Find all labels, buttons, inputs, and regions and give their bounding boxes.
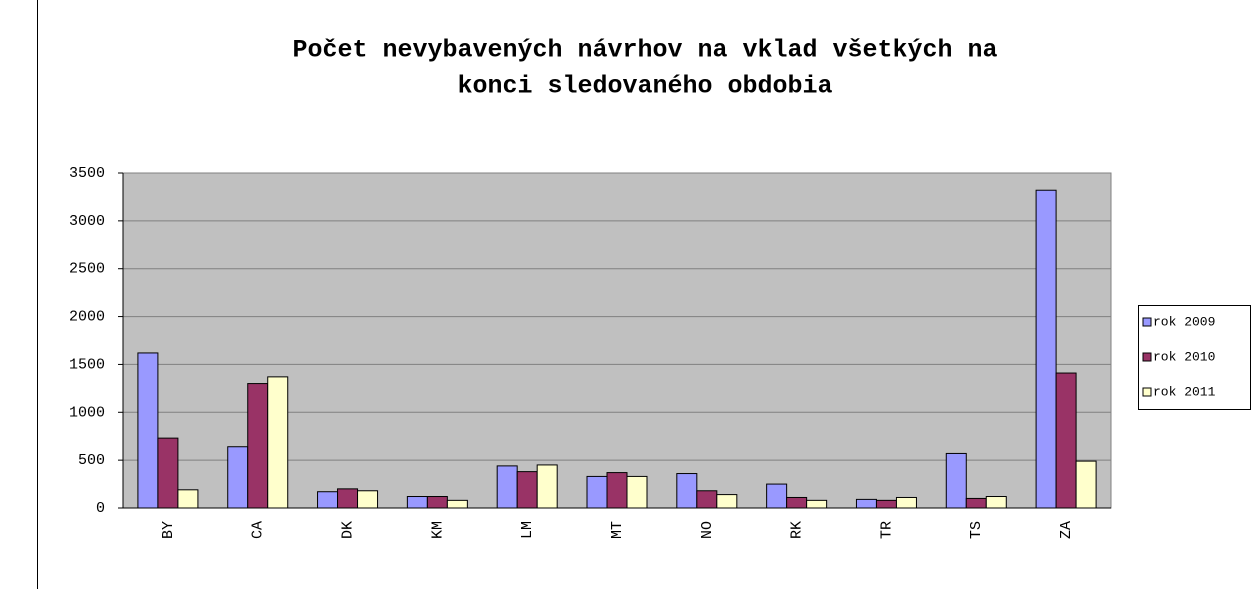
bar	[786, 496, 808, 509]
x-tick-label: RK	[789, 521, 806, 539]
x-tick-label: LM	[519, 521, 536, 539]
bar	[696, 490, 718, 509]
y-tick-label: 0	[96, 500, 105, 517]
bar	[157, 437, 179, 509]
x-tick-label: TS	[968, 521, 985, 539]
bar	[895, 496, 917, 509]
bar	[406, 496, 428, 509]
bar	[446, 499, 468, 509]
x-tick-label: ZA	[1058, 521, 1075, 539]
bar	[875, 499, 897, 509]
bar	[606, 472, 628, 509]
bar	[985, 496, 1007, 509]
x-tick-label: MT	[609, 521, 626, 539]
legend-label: rok 2009	[1153, 314, 1215, 329]
bar	[766, 483, 788, 509]
bar	[536, 464, 558, 509]
bar	[716, 494, 738, 509]
x-tick-label: NO	[699, 521, 716, 539]
y-tick-label: 500	[78, 452, 105, 469]
bar	[357, 490, 379, 509]
x-tick-label: CA	[250, 521, 267, 539]
legend-swatch	[1142, 352, 1152, 362]
chart-title: konci sledovaného obdobia	[457, 72, 832, 101]
bar	[676, 473, 698, 509]
bar	[1055, 372, 1077, 509]
bar	[247, 383, 269, 509]
bar	[855, 498, 877, 509]
legend	[1138, 305, 1251, 410]
y-tick-label: 2500	[69, 261, 105, 278]
bar	[516, 471, 538, 509]
legend-label: rok 2010	[1153, 349, 1215, 364]
bar	[806, 499, 828, 509]
bar	[337, 488, 359, 509]
bar	[317, 491, 339, 509]
legend-swatch	[1142, 387, 1152, 397]
bar	[586, 475, 608, 509]
y-tick-label: 1500	[69, 356, 105, 373]
bar	[267, 376, 289, 509]
bar	[496, 465, 518, 509]
bar	[1035, 189, 1057, 509]
y-tick-label: 2000	[69, 309, 105, 326]
y-tick-label: 1000	[69, 404, 105, 421]
chart-title: Počet nevybavených návrhov na vklad všet…	[292, 36, 997, 65]
x-tick-label: KM	[429, 521, 446, 539]
x-tick-label: BY	[160, 521, 177, 539]
legend-label: rok 2011	[1153, 384, 1216, 399]
x-tick-label: DK	[340, 521, 357, 539]
x-tick-label: TR	[878, 521, 895, 539]
bar	[426, 496, 448, 509]
bar	[227, 446, 249, 509]
bar	[137, 352, 159, 509]
legend-swatch	[1142, 317, 1152, 327]
bar	[965, 497, 987, 509]
y-tick-label: 3000	[69, 213, 105, 230]
bar	[177, 489, 199, 509]
bar	[1075, 460, 1097, 509]
bar	[945, 452, 967, 509]
y-tick-label: 3500	[69, 165, 105, 182]
bar	[626, 475, 648, 509]
